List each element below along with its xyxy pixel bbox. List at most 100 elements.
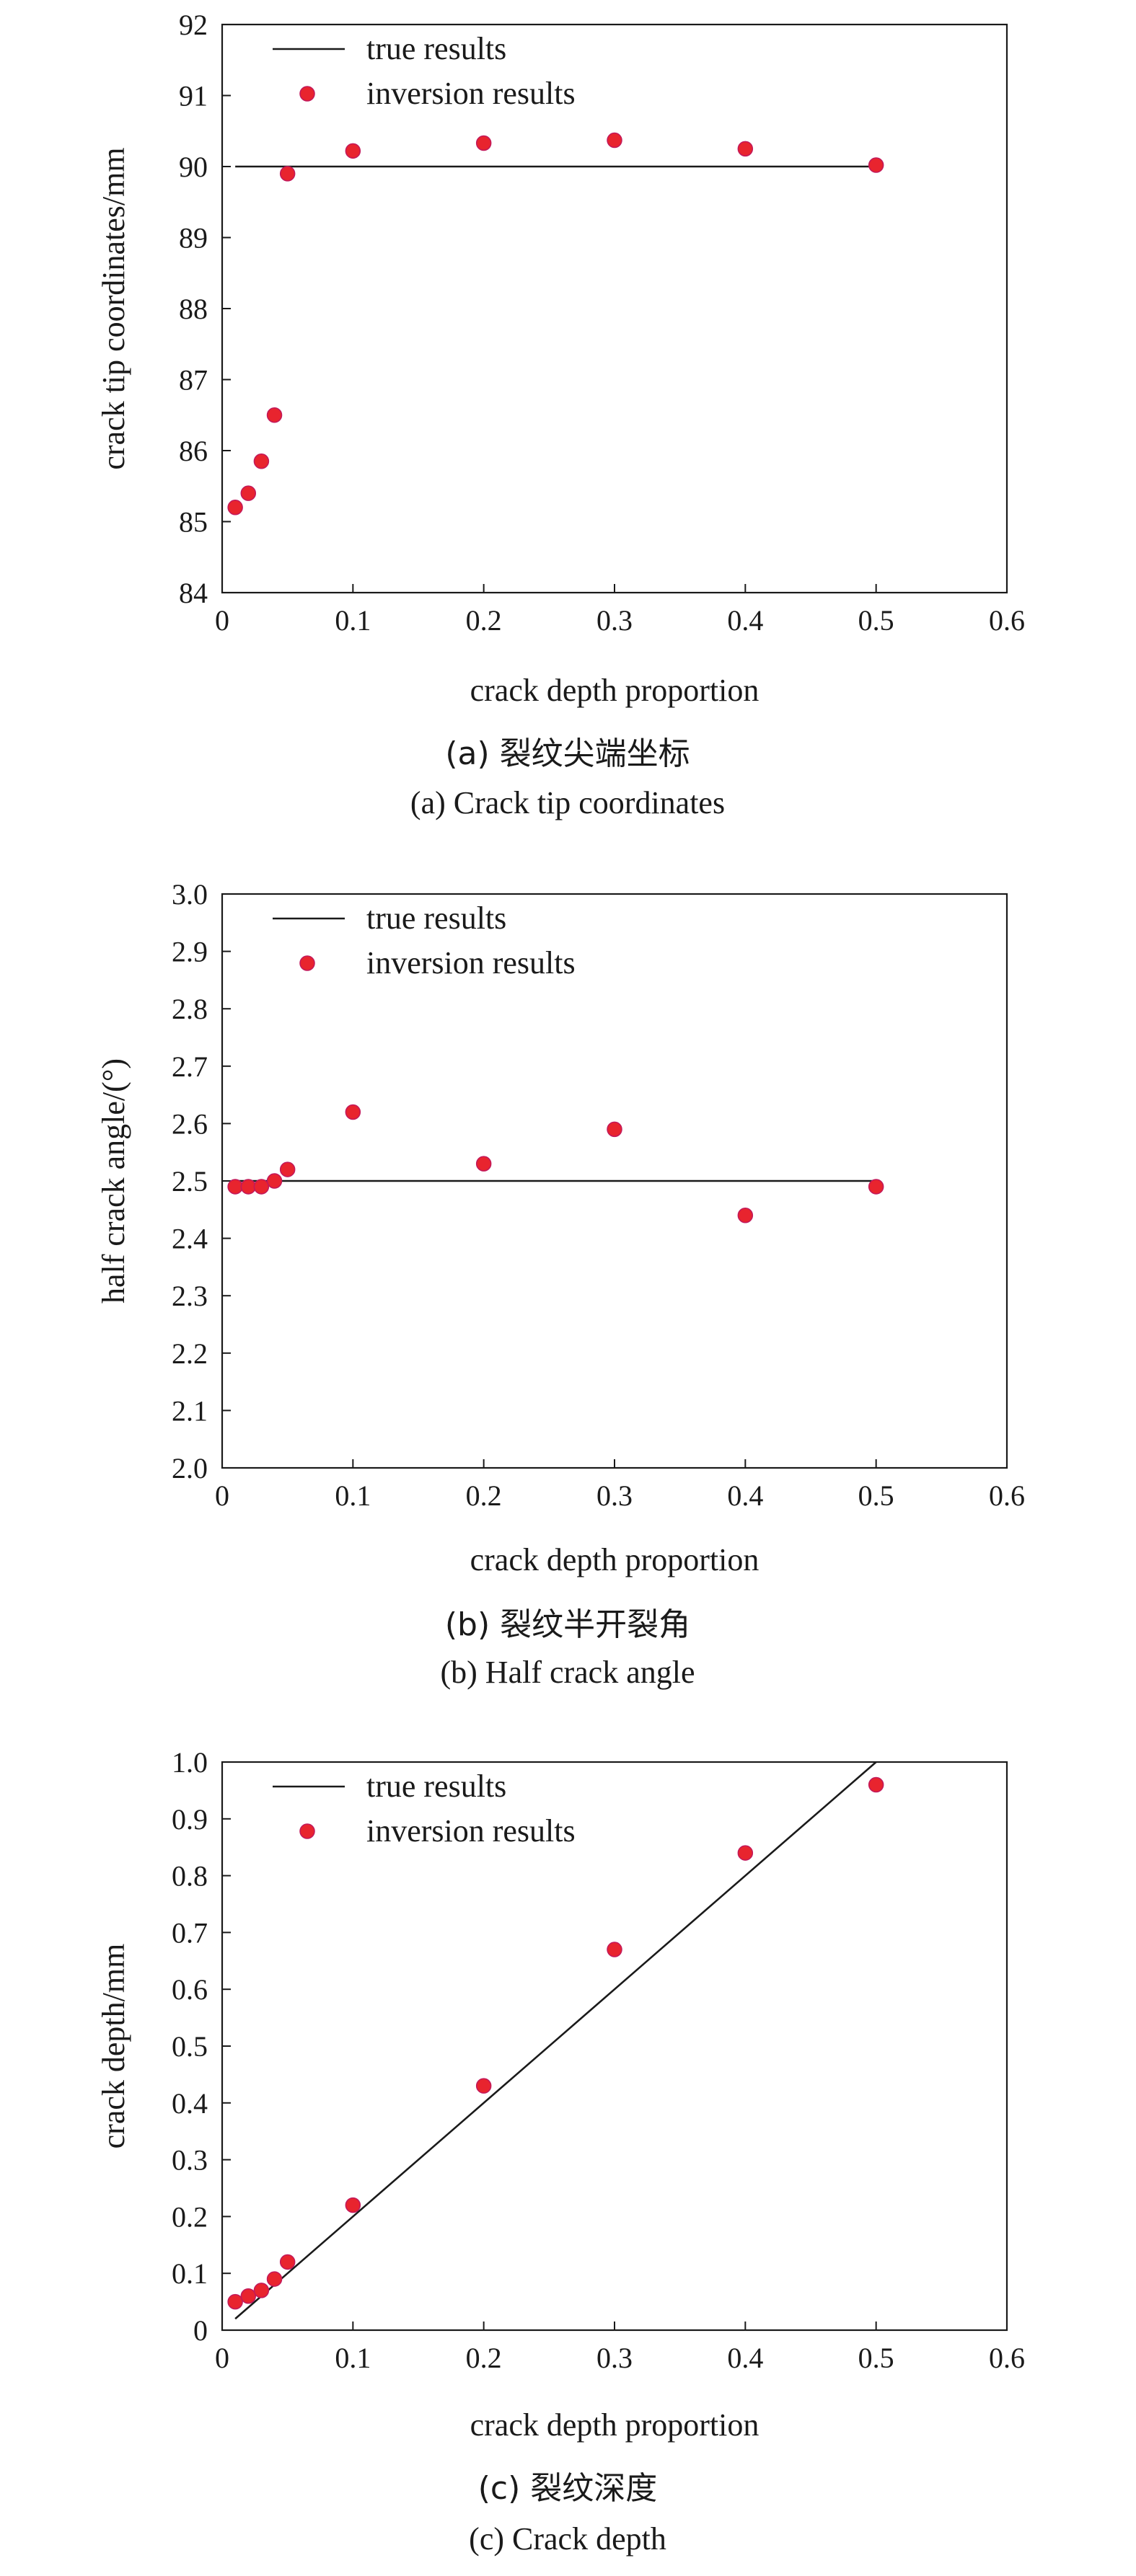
x-tick-label: 0.5 <box>858 2342 894 2374</box>
chart-panel-a: 0 0.1 0.2 0.3 0.4 0.5 0.6 84 85 86 87 88 89 90 91 92 cra… <box>96 9 1025 820</box>
x-tick-label: 0.3 <box>596 604 633 637</box>
y-tick-label: 84 <box>179 577 208 609</box>
x-tick-label: 0.1 <box>335 1479 371 1512</box>
inversion-result-point <box>607 1942 622 1957</box>
y-tick-label: 91 <box>179 80 208 112</box>
inversion-result-point <box>279 1161 296 1177</box>
inversion-result-point <box>868 1179 884 1195</box>
inversion-result-point <box>345 1104 361 1120</box>
y-tick-label: 90 <box>179 151 208 183</box>
y-tick-label: 0.5 <box>172 2030 208 2063</box>
legend-point-swatch <box>299 86 315 102</box>
inversion-result-point <box>345 143 361 159</box>
inversion-result-point <box>240 485 257 501</box>
x-tick-label: 0 <box>215 2342 229 2374</box>
inversion-result-point <box>475 135 492 151</box>
x-tick-label: 0 <box>215 604 229 637</box>
y-tick-label: 0.3 <box>172 2144 208 2177</box>
x-axis-label: crack depth proportion <box>470 673 759 708</box>
inversion-result-point <box>607 1121 622 1138</box>
y-tick-label: 0.2 <box>172 2200 208 2233</box>
inversion-result-point <box>253 2283 270 2298</box>
legend-label-inversion: inversion results <box>366 76 576 111</box>
legend-point-swatch <box>299 1823 315 1839</box>
x-tick-label: 0.4 <box>727 2342 763 2374</box>
y-axis-label: half crack angle/(°) <box>96 1058 131 1304</box>
y-tick-label: 2.8 <box>172 993 208 1025</box>
y-tick-label: 2.9 <box>172 936 208 968</box>
y-tick-label: 0.9 <box>172 1803 208 1836</box>
x-tick-label: 0.2 <box>466 604 502 637</box>
y-tick-label: 2.2 <box>172 1337 208 1370</box>
y-tick-label: 2.1 <box>172 1394 208 1427</box>
y-tick-label: 0 <box>193 2314 208 2347</box>
inversion-result-point <box>475 1156 492 1172</box>
y-tick-label: 89 <box>179 222 208 254</box>
x-tick-label: 0.6 <box>989 1479 1025 1512</box>
x-tick-label: 0.3 <box>596 2342 633 2374</box>
legend-label-true: true results <box>366 1769 506 1804</box>
true-results-line <box>234 1761 877 2320</box>
x-tick-label: 0.5 <box>858 604 894 637</box>
y-tick-label: 92 <box>179 9 208 41</box>
y-tick-label: 2.5 <box>172 1165 208 1198</box>
y-tick-label: 0.7 <box>172 1916 208 1949</box>
inversion-result-point <box>253 453 270 469</box>
x-tick-label: 0.4 <box>727 604 763 637</box>
caption-chinese: (b) 裂纹半开裂角 <box>445 1606 690 1643</box>
chart-panel-c: 0 0.1 0.2 0.3 0.4 0.5 0.6 0 0.1 0.2 0.3 0.4 0.5 0.6 0.… <box>96 1746 1025 2557</box>
y-tick-label: 87 <box>179 364 208 397</box>
inversion-result-point <box>345 2197 361 2213</box>
caption-chinese: (c) 裂纹深度 <box>478 2470 658 2507</box>
x-tick-label: 0.6 <box>989 2342 1025 2374</box>
y-tick-label: 2.7 <box>172 1050 208 1083</box>
y-axis-label: crack depth/mm <box>96 1944 131 2149</box>
inversion-result-point <box>607 132 622 149</box>
y-tick-label: 2.4 <box>172 1223 208 1255</box>
inversion-result-point <box>266 2271 283 2287</box>
plot-frame <box>221 23 1008 594</box>
legend-label-inversion: inversion results <box>366 1813 576 1849</box>
inversion-result-point <box>868 157 884 173</box>
y-tick-label: 0.4 <box>172 2087 208 2120</box>
inversion-result-point <box>227 2293 243 2310</box>
inversion-result-point <box>737 141 754 157</box>
x-tick-label: 0.1 <box>335 2342 371 2374</box>
legend-point-swatch <box>299 955 315 971</box>
inversion-result-point <box>737 1208 754 1223</box>
x-axis-label: crack depth proportion <box>470 1542 759 1577</box>
inversion-result-point <box>240 1179 257 1195</box>
caption-english: (a) Crack tip coordinates <box>410 785 725 820</box>
caption-chinese: (a) 裂纹尖端坐标 <box>445 735 690 772</box>
x-tick-label: 0.4 <box>727 1479 763 1512</box>
x-tick-label: 0.2 <box>466 2342 502 2374</box>
inversion-result-point <box>266 1173 283 1189</box>
legend-label-inversion: inversion results <box>366 945 576 981</box>
plot-frame <box>221 1761 1008 2332</box>
inversion-result-point <box>279 166 296 182</box>
x-tick-label: 0.5 <box>858 1479 894 1512</box>
y-axis-label: crack tip coordinates/mm <box>96 147 131 469</box>
inversion-result-point <box>868 1776 884 1793</box>
y-tick-label: 88 <box>179 293 208 325</box>
y-tick-label: 0.1 <box>172 2257 208 2290</box>
y-tick-label: 2.6 <box>172 1107 208 1140</box>
inversion-result-point <box>240 2288 257 2304</box>
inversion-result-point <box>227 1179 243 1195</box>
y-tick-label: 1.0 <box>172 1746 208 1779</box>
y-tick-label: 0.8 <box>172 1860 208 1893</box>
y-tick-label: 2.3 <box>172 1280 208 1312</box>
inversion-result-point <box>737 1845 754 1861</box>
inversion-result-point <box>475 2078 492 2094</box>
x-tick-label: 0.1 <box>335 604 371 637</box>
y-tick-label: 3.0 <box>172 878 208 911</box>
y-tick-label: 86 <box>179 435 208 467</box>
x-tick-label: 0.3 <box>596 1479 633 1512</box>
y-tick-label: 2.0 <box>172 1452 208 1484</box>
x-axis-label: crack depth proportion <box>470 2407 759 2443</box>
legend-label-true: true results <box>366 31 506 66</box>
y-tick-label: 85 <box>179 506 208 539</box>
chart-panel-b: 0 0.1 0.2 0.3 0.4 0.5 0.6 2.0 2.1 2.2 2.3 2.4 2.5 2.6… <box>96 878 1025 1690</box>
legend-label-true: true results <box>366 900 506 936</box>
x-tick-label: 0.2 <box>466 1479 502 1512</box>
